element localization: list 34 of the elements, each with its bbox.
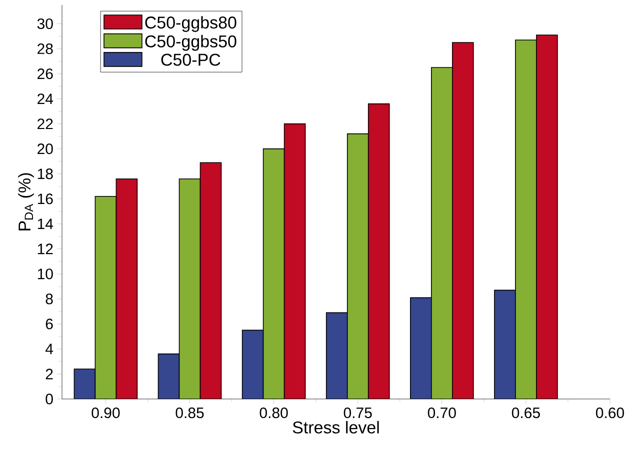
y-tick-label: 26 <box>38 68 53 80</box>
x-tick-label: 0.90 <box>92 408 120 418</box>
y-tick-label: 28 <box>38 43 53 54</box>
legend-label: C50-ggbs50 <box>145 34 236 51</box>
y-tick-label: 22 <box>38 118 53 130</box>
bar <box>242 330 264 399</box>
bar <box>158 354 180 399</box>
y-tick-label: 6 <box>46 318 53 330</box>
bar <box>326 312 348 399</box>
y-axis-title: P$_{DA}$ (%) <box>18 173 34 230</box>
y-tick-label: 30 <box>37 18 53 30</box>
x-tick-label: 0.85 <box>176 408 204 418</box>
y-tick-label: 16 <box>38 194 53 204</box>
y-tick-label: 0 <box>46 394 53 404</box>
bar <box>494 290 516 399</box>
y-tick-label: 24 <box>38 94 54 104</box>
bar <box>74 368 96 399</box>
y-tick-label: 14 <box>38 218 54 230</box>
x-axis-title: Stress level <box>292 421 379 434</box>
y-tick-label: 20 <box>38 144 53 154</box>
x-tick-label: 0.80 <box>260 408 288 418</box>
x-tick-label: 0.60 <box>596 408 624 418</box>
legend-label: C50-ggbs80 <box>145 16 236 32</box>
y-tick-label: 2 <box>46 368 53 380</box>
x-tick-label: 0.75 <box>344 408 372 418</box>
x-tick-label: 0.65 <box>512 408 540 418</box>
y-tick-label: 12 <box>38 244 53 254</box>
bar <box>410 297 432 399</box>
y-tick-label: 4 <box>45 344 54 354</box>
y-tick-label: 18 <box>38 168 53 180</box>
y-tick-label: 10 <box>38 268 53 280</box>
x-tick-label: 0.70 <box>428 408 456 418</box>
y-tick-label: 8 <box>46 294 53 304</box>
legend-label: C50-PC <box>161 54 220 66</box>
